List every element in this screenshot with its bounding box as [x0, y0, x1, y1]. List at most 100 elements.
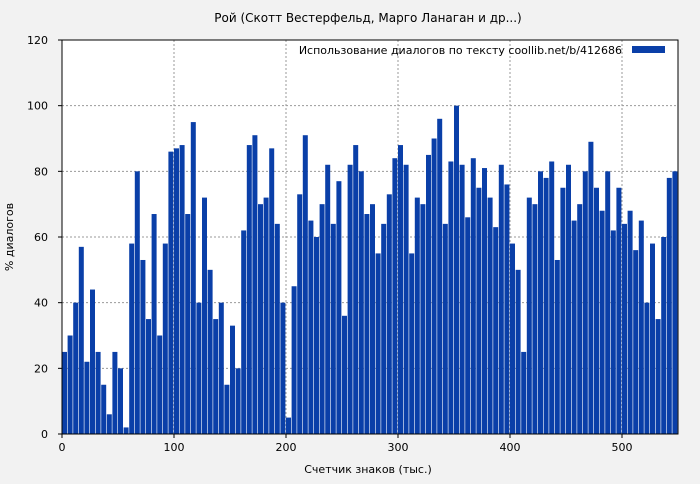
bar	[151, 214, 157, 434]
bar	[291, 286, 297, 434]
y-tick-label: 40	[34, 297, 48, 310]
x-tick-label: 100	[164, 441, 185, 454]
bar	[582, 171, 588, 435]
legend: Использование диалогов по тексту coollib…	[299, 44, 665, 57]
bar	[241, 230, 247, 434]
bar	[280, 302, 286, 434]
y-tick-label: 60	[34, 231, 48, 244]
bar	[230, 325, 235, 434]
bar	[202, 197, 207, 434]
y-tick-label: 100	[27, 100, 48, 113]
bar	[258, 204, 263, 434]
bar-series	[62, 105, 678, 435]
bar	[448, 161, 454, 434]
bar	[504, 184, 510, 434]
bar	[129, 243, 135, 434]
bar	[459, 164, 465, 434]
bar	[364, 214, 370, 434]
bar	[196, 302, 202, 434]
bar	[510, 243, 515, 434]
bar	[594, 187, 599, 434]
x-axis: 0 100 200 300 400 500	[59, 434, 633, 454]
bar	[297, 194, 303, 434]
bar	[566, 164, 571, 434]
bar	[599, 210, 605, 434]
bar	[218, 302, 224, 434]
bar	[487, 197, 493, 434]
bar	[650, 243, 655, 434]
y-tick-label: 20	[34, 362, 48, 375]
bar	[106, 414, 112, 434]
x-tick-label: 0	[59, 441, 66, 454]
bar	[168, 151, 174, 434]
bar	[454, 105, 459, 435]
bar	[515, 269, 521, 434]
bar	[398, 145, 403, 435]
bar	[386, 194, 392, 434]
bar	[190, 122, 196, 434]
bar	[560, 187, 566, 434]
bar	[549, 161, 555, 434]
legend-label: Использование диалогов по тексту coollib…	[299, 44, 622, 57]
bar	[330, 223, 336, 434]
bar	[185, 214, 191, 434]
x-tick-label: 500	[612, 441, 633, 454]
bar	[286, 417, 291, 434]
y-tick-label: 0	[41, 428, 48, 441]
bar	[655, 319, 661, 434]
bar	[638, 220, 644, 434]
bar	[622, 223, 627, 434]
bar	[325, 164, 331, 434]
bar	[498, 164, 504, 434]
bar	[588, 141, 594, 435]
bar	[157, 335, 163, 434]
bar	[543, 177, 549, 434]
bar	[521, 351, 527, 434]
bar	[347, 164, 353, 434]
bar	[95, 351, 101, 434]
bar	[78, 246, 84, 434]
bar	[101, 384, 107, 434]
bar	[482, 168, 487, 435]
bar	[538, 171, 543, 435]
bar	[336, 181, 342, 434]
legend-swatch	[632, 46, 665, 53]
bar	[493, 227, 499, 434]
bar	[526, 197, 532, 434]
bar	[90, 289, 95, 434]
bar	[381, 223, 387, 434]
bar	[633, 250, 639, 434]
bar	[252, 135, 258, 434]
bar	[672, 171, 678, 435]
bar	[134, 171, 140, 435]
bar	[353, 145, 359, 435]
bar	[73, 302, 79, 434]
bar	[174, 148, 179, 434]
bar	[370, 204, 375, 434]
bar	[644, 302, 650, 434]
bar	[577, 204, 583, 434]
bar	[179, 145, 185, 435]
chart-title: Рой (Скотт Вестерфельд, Марго Ланаган и …	[214, 11, 521, 25]
x-tick-label: 200	[276, 441, 297, 454]
bar	[666, 177, 672, 434]
bar	[274, 223, 280, 434]
bar	[112, 351, 118, 434]
bar	[62, 351, 67, 434]
bar	[246, 145, 252, 435]
bar	[403, 164, 409, 434]
bar	[314, 237, 319, 434]
bar	[409, 253, 415, 434]
bar	[476, 187, 482, 434]
bar	[162, 243, 168, 434]
bar	[319, 204, 325, 434]
bar	[146, 319, 151, 434]
bar	[207, 269, 213, 434]
bar	[375, 253, 381, 434]
bar	[302, 135, 308, 434]
bar	[554, 259, 560, 434]
bar	[235, 368, 241, 434]
bar	[610, 230, 616, 434]
